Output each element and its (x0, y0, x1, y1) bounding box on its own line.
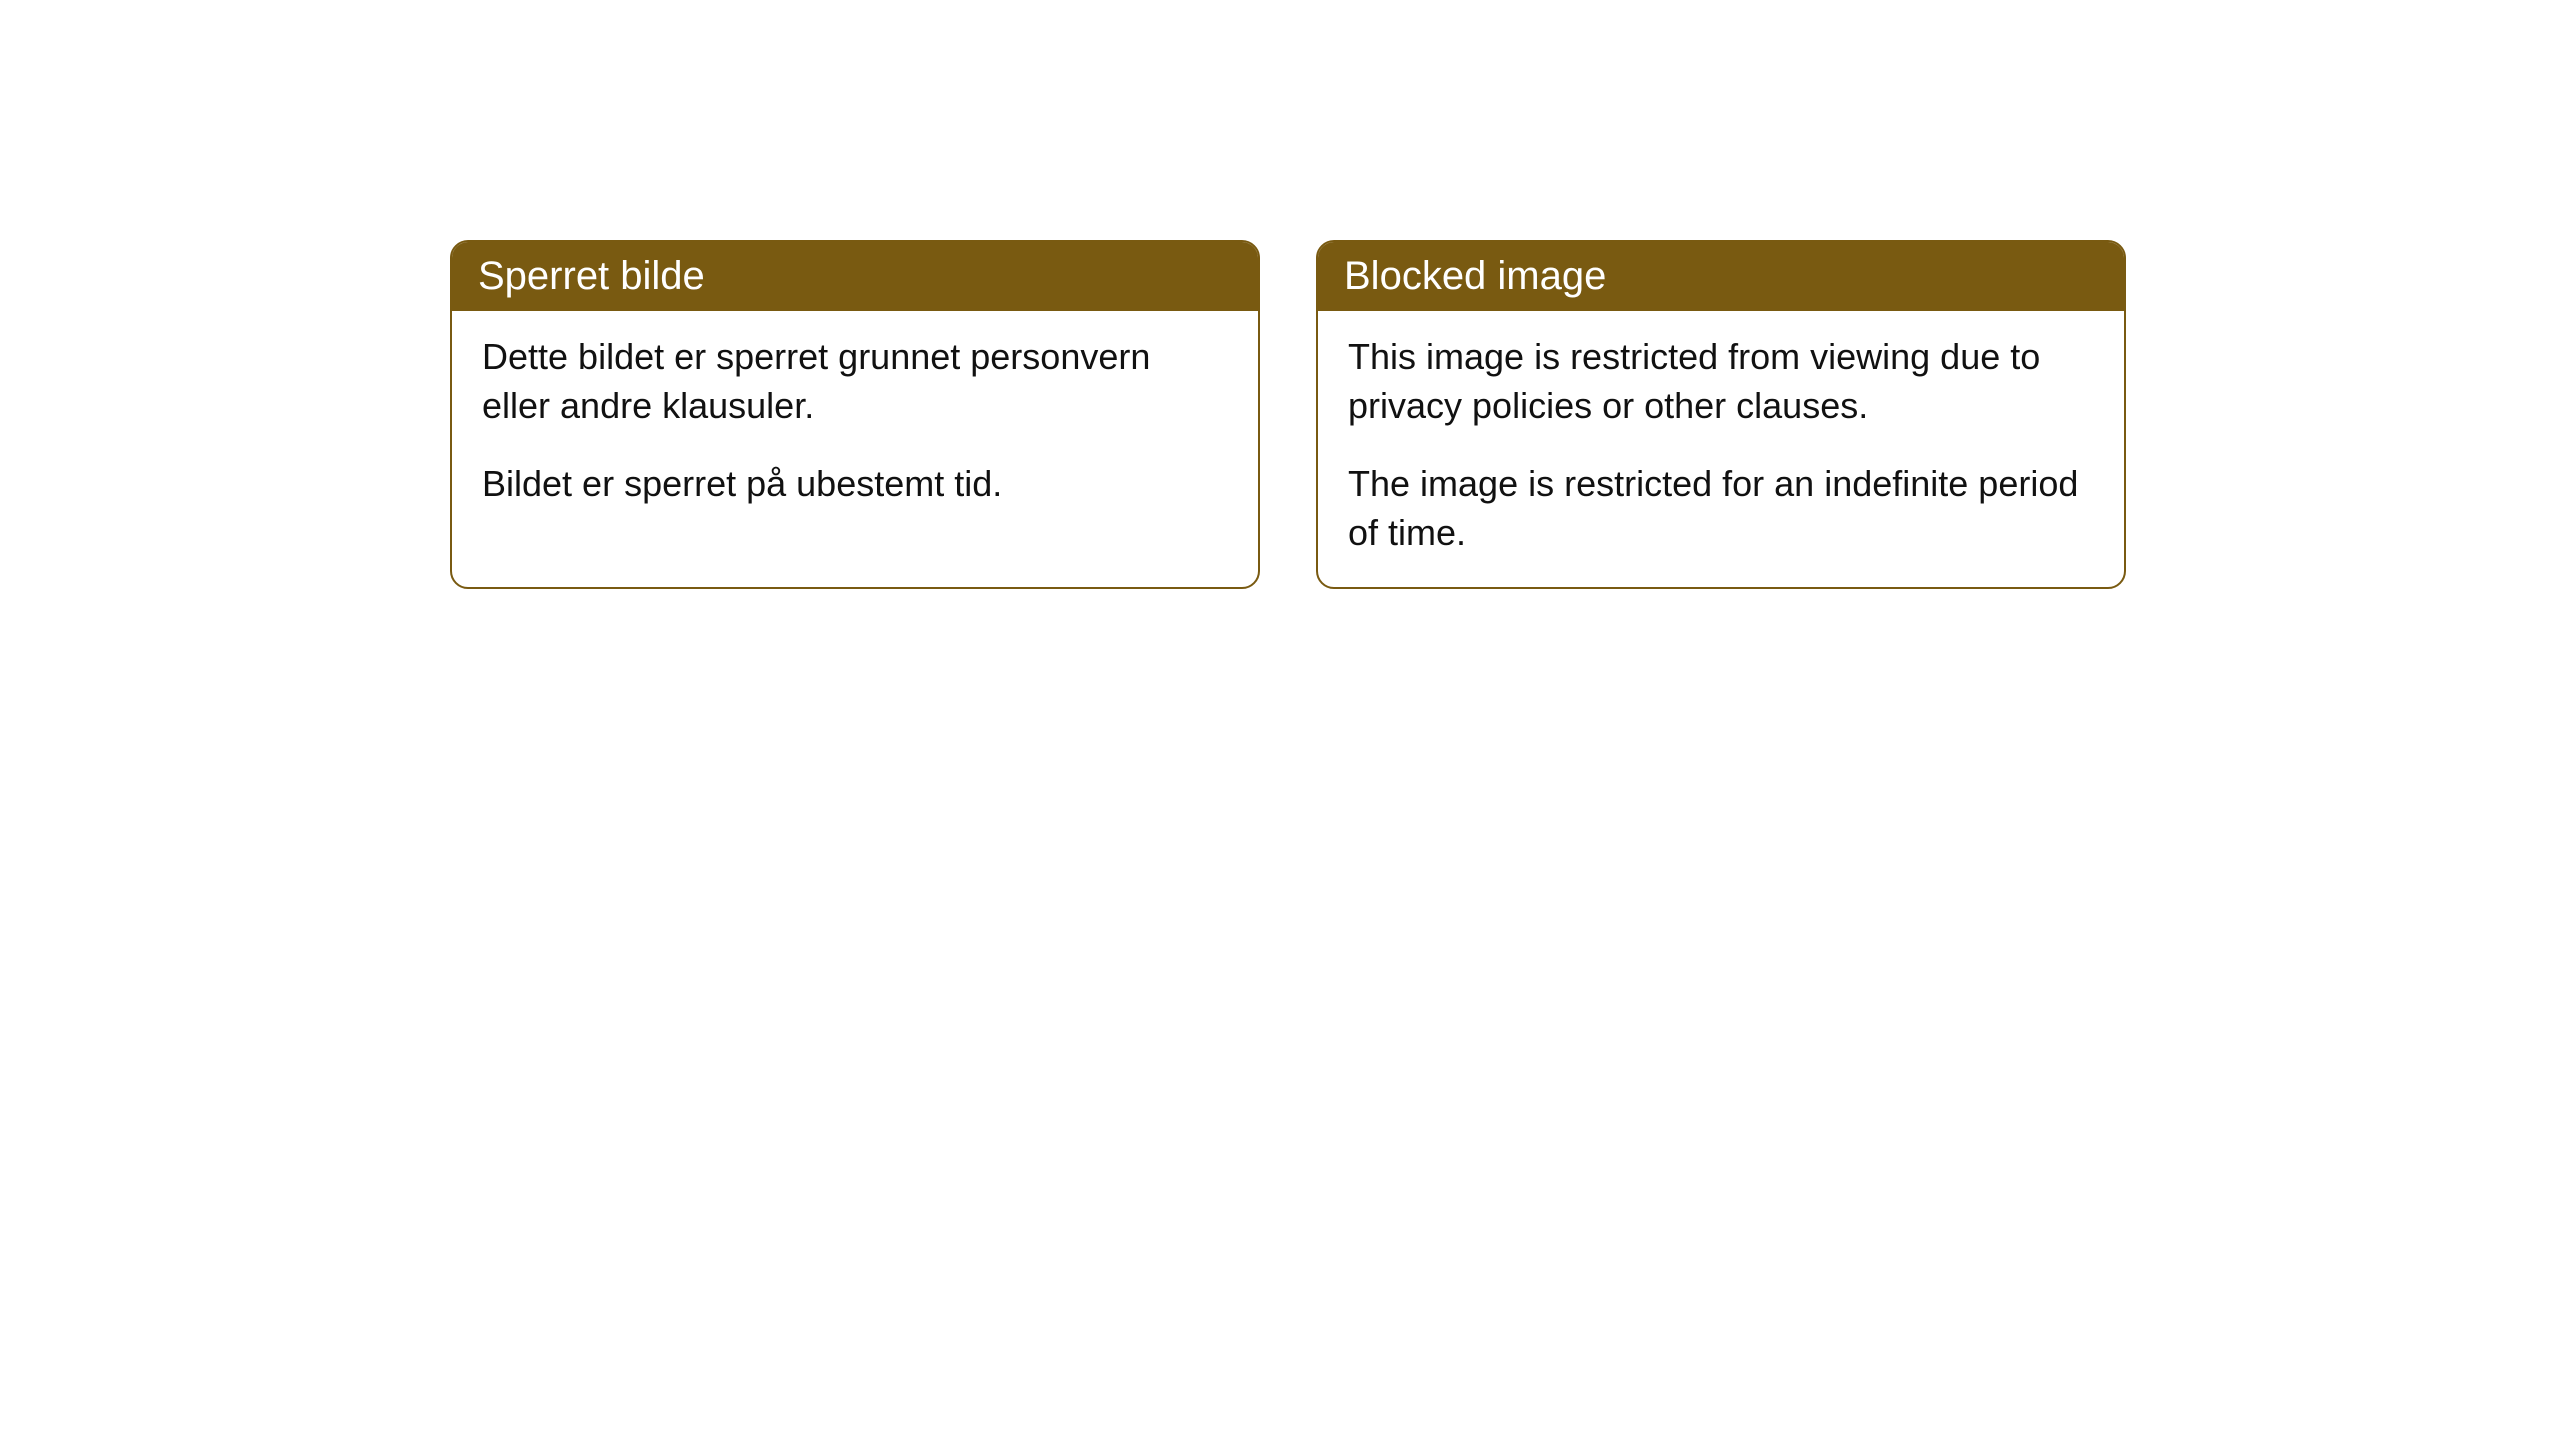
card-paragraph: This image is restricted from viewing du… (1348, 333, 2094, 430)
card-body-norwegian: Dette bildet er sperret grunnet personve… (452, 311, 1258, 539)
card-paragraph: Dette bildet er sperret grunnet personve… (482, 333, 1228, 430)
card-header-norwegian: Sperret bilde (452, 242, 1258, 311)
card-body-english: This image is restricted from viewing du… (1318, 311, 2124, 587)
notice-card-english: Blocked image This image is restricted f… (1316, 240, 2126, 589)
card-header-english: Blocked image (1318, 242, 2124, 311)
notice-cards-container: Sperret bilde Dette bildet er sperret gr… (450, 240, 2126, 589)
card-paragraph: Bildet er sperret på ubestemt tid. (482, 460, 1228, 509)
card-title: Blocked image (1344, 254, 1606, 298)
card-paragraph: The image is restricted for an indefinit… (1348, 460, 2094, 557)
notice-card-norwegian: Sperret bilde Dette bildet er sperret gr… (450, 240, 1260, 589)
card-title: Sperret bilde (478, 254, 705, 298)
